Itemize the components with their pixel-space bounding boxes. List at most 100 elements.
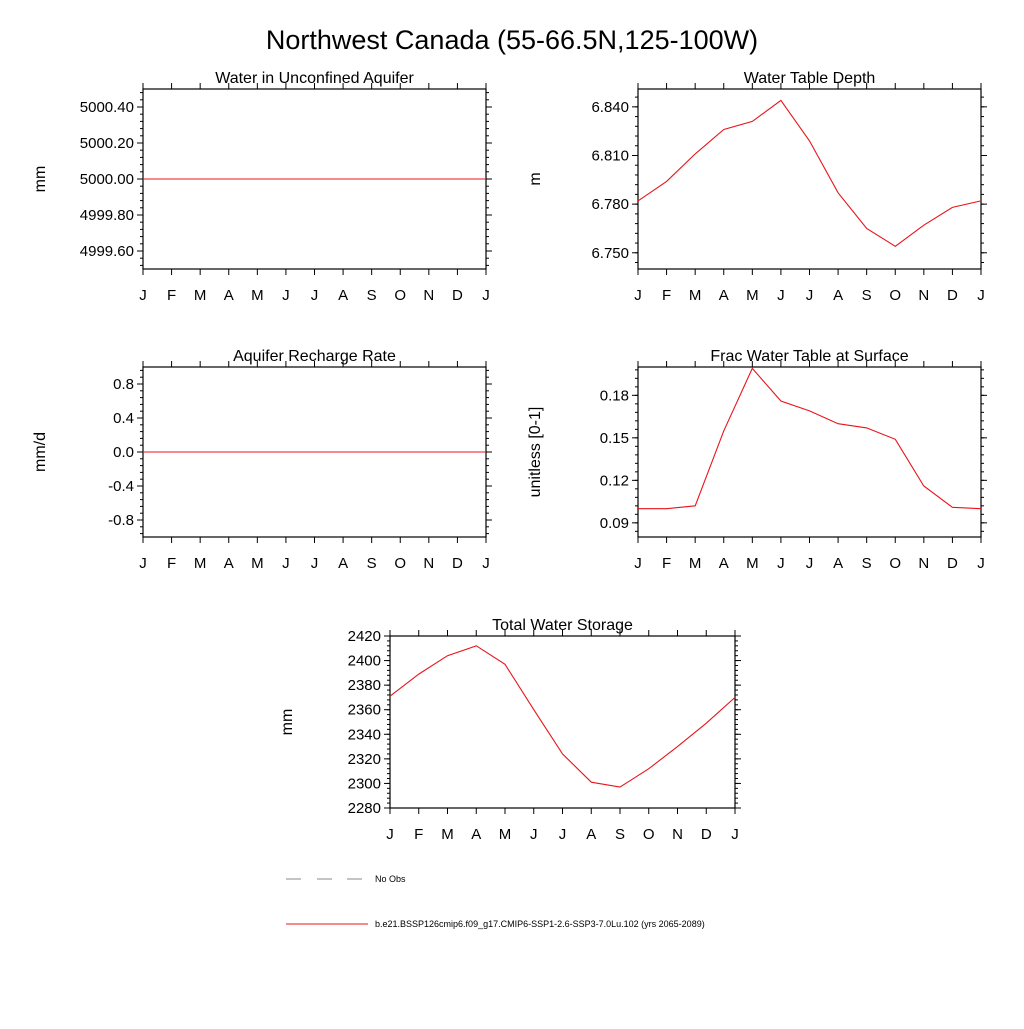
y-tick-label: 4999.60 (80, 243, 134, 260)
x-tick-label: J (634, 287, 642, 304)
x-tick-label: S (862, 555, 872, 572)
y-tick-label: 2380 (348, 677, 381, 694)
x-tick-label: M (194, 287, 207, 304)
x-tick-label: N (672, 826, 683, 843)
x-tick-label: D (701, 826, 712, 843)
y-tick-label: 2340 (348, 726, 381, 743)
series-line (638, 100, 981, 246)
y-tick-label: 0.4 (113, 410, 134, 427)
x-tick-label: M (689, 555, 702, 572)
legend: No Obs b.e21.BSSP126cmip6.f09_g17.CMIP6-… (286, 874, 705, 929)
y-axis-label: mm (32, 166, 49, 193)
y-axis-label: mm/d (32, 432, 49, 472)
y-tick-label: -0.8 (108, 512, 134, 529)
x-tick-label: J (282, 555, 290, 572)
x-tick-label: J (806, 555, 814, 572)
y-tick-label: 0.12 (600, 472, 629, 489)
x-tick-label: F (167, 555, 176, 572)
x-tick-label: F (662, 555, 671, 572)
plot-frame (390, 636, 735, 808)
x-tick-label: J (731, 826, 739, 843)
legend-obs-label: No Obs (375, 874, 406, 884)
x-tick-label: J (777, 555, 785, 572)
x-tick-label: J (559, 826, 567, 843)
x-tick-label: A (338, 555, 348, 572)
x-tick-label: S (615, 826, 625, 843)
x-tick-label: A (224, 555, 234, 572)
y-tick-label: 0.15 (600, 430, 629, 447)
x-tick-label: D (452, 287, 463, 304)
plot-frame (638, 89, 981, 269)
x-tick-label: J (139, 287, 147, 304)
x-tick-label: F (167, 287, 176, 304)
y-axis-label: mm (279, 709, 296, 736)
x-tick-label: S (367, 555, 377, 572)
x-tick-label: O (889, 555, 901, 572)
y-tick-label: 2360 (348, 702, 381, 719)
x-tick-label: F (414, 826, 423, 843)
x-tick-label: M (746, 555, 759, 572)
y-tick-label: 2320 (348, 751, 381, 768)
y-tick-label: 5000.00 (80, 171, 134, 188)
x-tick-label: A (833, 555, 843, 572)
x-tick-label: J (311, 287, 319, 304)
y-tick-label: 0.09 (600, 515, 629, 532)
x-tick-label: J (806, 287, 814, 304)
y-tick-label: 6.840 (591, 99, 629, 116)
series-line (390, 646, 735, 787)
x-tick-label: A (471, 826, 481, 843)
y-tick-label: -0.4 (108, 478, 134, 495)
x-tick-label: M (194, 555, 207, 572)
x-tick-label: J (977, 287, 985, 304)
x-tick-label: M (251, 287, 264, 304)
x-tick-label: J (482, 555, 490, 572)
y-tick-label: 5000.20 (80, 135, 134, 152)
x-tick-label: O (643, 826, 655, 843)
x-tick-label: D (452, 555, 463, 572)
x-tick-label: O (889, 287, 901, 304)
x-tick-label: M (746, 287, 759, 304)
x-tick-label: A (719, 555, 729, 572)
x-tick-label: N (423, 287, 434, 304)
x-tick-label: M (441, 826, 454, 843)
x-tick-label: M (689, 287, 702, 304)
page-title: Northwest Canada (55-66.5N,125-100W) (266, 25, 758, 55)
y-tick-label: 6.780 (591, 196, 629, 213)
y-axis-label: unitless [0-1] (527, 407, 544, 498)
x-tick-label: M (499, 826, 512, 843)
x-tick-label: D (947, 555, 958, 572)
x-tick-label: J (977, 555, 985, 572)
y-tick-label: 2400 (348, 653, 381, 670)
y-tick-label: 6.750 (591, 245, 629, 262)
legend-model-label: b.e21.BSSP126cmip6.f09_g17.CMIP6-SSP1-2.… (375, 919, 705, 929)
x-tick-label: J (530, 826, 538, 843)
x-tick-label: J (777, 287, 785, 304)
y-axis-label: m (527, 172, 544, 185)
x-tick-label: F (662, 287, 671, 304)
y-tick-label: 0.18 (600, 387, 629, 404)
y-tick-label: 2280 (348, 800, 381, 817)
x-tick-label: S (862, 287, 872, 304)
x-tick-label: N (918, 555, 929, 572)
y-tick-label: 5000.40 (80, 99, 134, 116)
x-tick-label: N (918, 287, 929, 304)
y-tick-label: 0.8 (113, 376, 134, 393)
series-line (638, 368, 981, 508)
x-tick-label: J (386, 826, 394, 843)
y-tick-label: 2300 (348, 775, 381, 792)
x-tick-label: J (311, 555, 319, 572)
y-tick-label: 0.0 (113, 444, 134, 461)
x-tick-label: A (224, 287, 234, 304)
x-tick-label: M (251, 555, 264, 572)
x-tick-label: A (586, 826, 596, 843)
y-tick-label: 4999.80 (80, 207, 134, 224)
x-tick-label: N (423, 555, 434, 572)
